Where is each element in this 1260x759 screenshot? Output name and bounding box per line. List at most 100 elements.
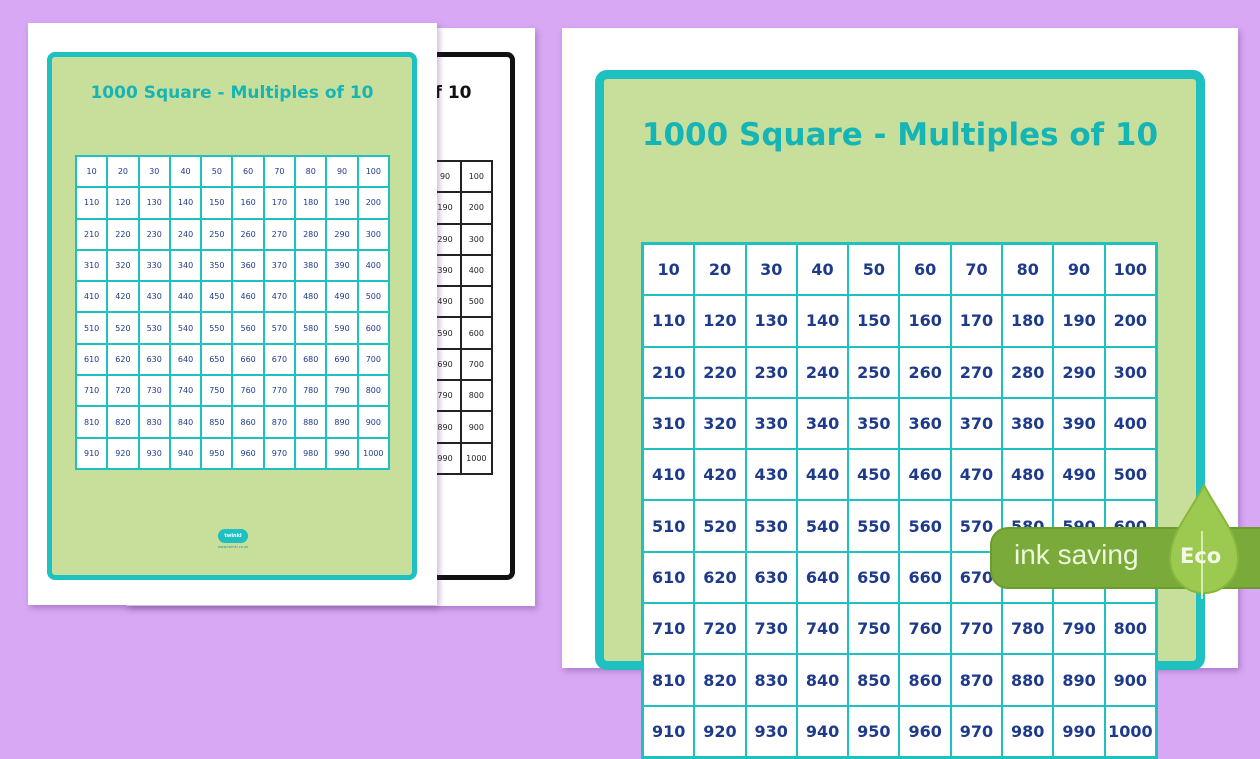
grid-cell: 20	[694, 244, 746, 296]
grid-cell: 890	[326, 406, 358, 438]
logo-cloud-icon: twinkl	[218, 529, 248, 543]
grid-cell: 710	[643, 603, 695, 655]
grid-cell: 920	[694, 705, 746, 757]
grid-cell: 770	[263, 375, 296, 407]
grid-cell: 820	[107, 406, 139, 438]
grid-cell: 310	[76, 249, 108, 282]
grid-cell: 520	[694, 500, 746, 552]
ink-saving-label: ink saving	[1014, 539, 1139, 570]
grid-cell: 440	[169, 281, 202, 313]
grid-cell: 570	[263, 312, 296, 344]
grid-cell: 230	[745, 346, 797, 398]
grid-cell: 880	[295, 406, 327, 438]
grid-cell: 870	[263, 406, 296, 438]
grid-cell: 350	[201, 249, 233, 282]
grid-cell: 140	[796, 295, 849, 347]
grid-cell: 400	[460, 254, 492, 287]
grid-cell: 730	[745, 603, 797, 655]
colour-version-page-thumbnail: 1000 Square - Multiples of 10 10 20 30 40 50…	[28, 23, 437, 605]
grid-cell: 390	[1053, 397, 1105, 450]
grid-cell: 860	[232, 406, 264, 438]
grid-cell: 320	[107, 249, 139, 282]
grid-cell: 1000	[357, 437, 389, 469]
grid-cell: 150	[848, 295, 900, 347]
grid-cell: 60	[232, 156, 264, 188]
grid-cell: 910	[643, 705, 695, 757]
grid-cell: 100	[460, 161, 492, 193]
grid-cell: 270	[263, 218, 296, 250]
grid-cell: 370	[263, 249, 296, 282]
grid-cell: 50	[848, 244, 900, 296]
grid-cell: 170	[263, 187, 296, 219]
grid-cell: 490	[326, 281, 358, 313]
grid-cell: 280	[1002, 346, 1054, 398]
grid-cell: 540	[169, 312, 202, 344]
grid-cell: 790	[1053, 603, 1105, 655]
grid-cell: 930	[138, 437, 170, 469]
grid-cell: 560	[232, 312, 264, 344]
grid-cell: 640	[796, 551, 849, 604]
grid-cell: 310	[643, 397, 695, 450]
grid-cell: 680	[295, 343, 327, 376]
grid-cell: 240	[169, 218, 202, 250]
grid-cell: 920	[107, 437, 139, 469]
grid-cell: 840	[796, 654, 849, 706]
grid-cell: 210	[76, 218, 108, 250]
grid-cell: 420	[694, 449, 746, 501]
grid-cell: 620	[107, 343, 139, 376]
grid-cell: 720	[107, 375, 139, 407]
grid-cell: 780	[295, 375, 327, 407]
grid-cell: 580	[295, 312, 327, 344]
grid-cell: 950	[201, 437, 233, 469]
grid-cell: 930	[745, 705, 797, 757]
grid-cell: 520	[107, 312, 139, 344]
grid-cell: 30	[138, 156, 170, 188]
grid-cell: 900	[357, 406, 389, 438]
grid-cell: 430	[745, 449, 797, 501]
grid-cell: 390	[326, 249, 358, 282]
grid-cell: 640	[169, 343, 202, 376]
grid-cell: 340	[796, 397, 849, 450]
page-title: 1000 Square - Multiples of 10	[90, 83, 374, 103]
grid-cell: 470	[263, 281, 296, 313]
grid-cell: 650	[848, 551, 900, 604]
grid-cell: 500	[1104, 449, 1156, 501]
grid-cell: 960	[899, 705, 951, 757]
grid-cell: 160	[232, 187, 264, 219]
grid-cell: 750	[201, 375, 233, 407]
grid-cell: 130	[138, 187, 170, 219]
grid-cell: 860	[899, 654, 951, 706]
grid-cell: 900	[1104, 654, 1156, 706]
grid-cell: 330	[138, 249, 170, 282]
grid-cell: 510	[76, 312, 108, 344]
grid-cell: 550	[201, 312, 233, 344]
grid-cell: 850	[848, 654, 900, 706]
grid-cell: 830	[745, 654, 797, 706]
grid-cell: 910	[76, 437, 108, 469]
grid-cell: 80	[1002, 244, 1054, 296]
grid-cell: 300	[357, 218, 389, 250]
grid-cell: 870	[950, 654, 1003, 706]
grid-cell: 400	[1104, 397, 1156, 450]
grid-cell: 940	[169, 437, 202, 469]
grid-cell: 810	[643, 654, 695, 706]
grid-cell: 300	[1104, 346, 1156, 398]
grid-cell: 610	[643, 551, 695, 604]
grid-cell: 490	[1053, 449, 1105, 501]
grid-cell: 60	[899, 244, 951, 296]
grid-cell: 900	[460, 411, 492, 443]
grid-cell: 340	[169, 249, 202, 282]
grid-cell: 110	[643, 295, 695, 347]
grid-cell: 360	[232, 249, 264, 282]
grid-cell: 450	[848, 449, 900, 501]
grid-cell: 820	[694, 654, 746, 706]
grid-cell: 410	[76, 281, 108, 313]
grid-cell: 190	[1053, 295, 1105, 347]
grid-cell: 220	[107, 218, 139, 250]
eco-label: Eco	[1180, 544, 1222, 568]
grid-cell: 710	[76, 375, 108, 407]
grid-cell: 460	[899, 449, 951, 501]
grid-cell: 890	[1053, 654, 1105, 706]
grid-cell: 10	[76, 156, 108, 188]
grid-cell: 150	[201, 187, 233, 219]
